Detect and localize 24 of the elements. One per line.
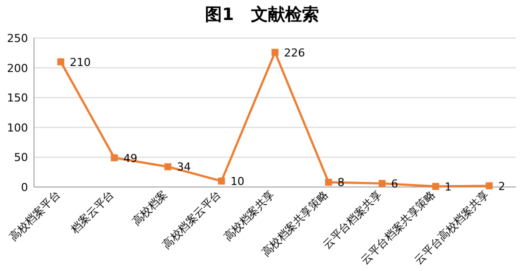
data-label: 2 xyxy=(498,180,506,193)
point xyxy=(218,178,225,185)
data-label: 210 xyxy=(70,56,91,69)
y-tick-label: 0 xyxy=(21,181,28,194)
y-tick-label: 150 xyxy=(7,92,28,105)
y-tick-label: 250 xyxy=(7,32,28,45)
x-tick-label: 高校档案 xyxy=(130,188,170,228)
point xyxy=(325,178,332,186)
point xyxy=(486,182,493,190)
point xyxy=(110,154,118,162)
data-label: 34 xyxy=(176,160,191,174)
point xyxy=(378,180,386,187)
data-label: 226 xyxy=(284,46,305,60)
data-label: 6 xyxy=(391,177,398,190)
point xyxy=(57,58,64,66)
x-tick-label: 档案云平台 xyxy=(68,188,116,237)
point xyxy=(432,182,440,190)
y-tick-label: 50 xyxy=(14,151,28,164)
point xyxy=(164,163,172,170)
y-tick-label: 200 xyxy=(7,62,28,75)
chart-title: 图1 文献检索 xyxy=(205,5,319,25)
data-label: 10 xyxy=(230,175,244,188)
point xyxy=(272,48,278,56)
y-tick-label: 100 xyxy=(7,121,28,134)
